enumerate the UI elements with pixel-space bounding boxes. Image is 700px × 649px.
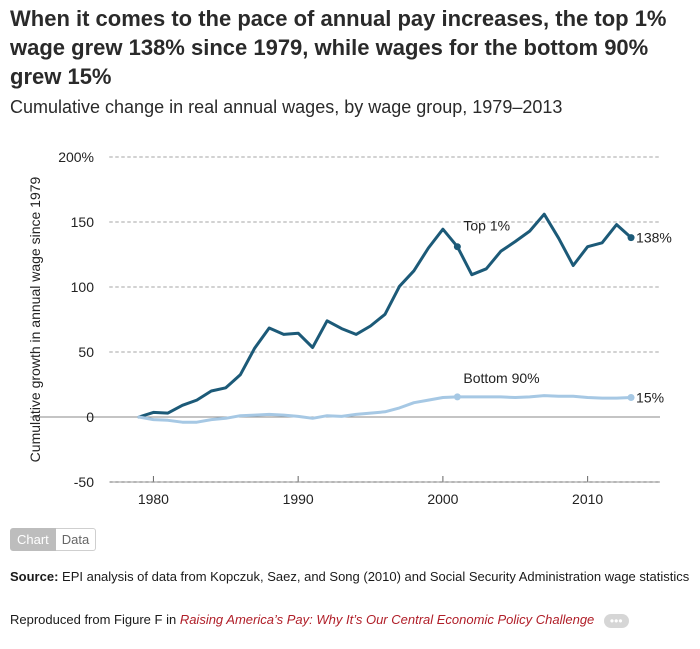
y-tick-label: 100 — [71, 279, 95, 295]
y-tick-label: 50 — [78, 344, 94, 360]
x-tick-label: 2010 — [572, 491, 603, 507]
x-tick-label: 1990 — [283, 491, 314, 507]
x-tick-label: 2000 — [427, 491, 458, 507]
series-end-label: 138% — [636, 230, 672, 246]
repro-prefix: Reproduced from Figure F in — [10, 612, 177, 627]
series-line-top-1 — [137, 212, 633, 419]
chart-title: When it comes to the pace of annual pay … — [10, 6, 667, 89]
x-tick-label: 1980 — [138, 491, 169, 507]
series-end-marker — [627, 234, 635, 242]
series-end-label: 15% — [636, 390, 664, 406]
y-tick-label: 150 — [71, 214, 95, 230]
series-line-bottom-90 — [137, 394, 633, 424]
tab-data[interactable]: Data — [55, 528, 97, 551]
view-tabs: Chart Data — [10, 528, 97, 551]
reproduced-note: Reproduced from Figure F in Raising Amer… — [10, 612, 700, 628]
source-label: Source: — [10, 569, 59, 584]
y-tick-label: 0 — [86, 409, 94, 425]
y-tick-label: -50 — [74, 474, 94, 490]
chart-subtitle: Cumulative change in real annual wages, … — [10, 97, 563, 117]
source-note: Source: EPI analysis of data from Kopczu… — [10, 568, 690, 586]
report-link[interactable]: Raising America’s Pay: Why It’s Our Cent… — [179, 612, 595, 627]
source-text: EPI analysis of data from Kopczuk, Saez,… — [62, 569, 690, 584]
line-chart: 200% 150 100 50 0 -50 1980 1990 2000 2010 Cumulati… — [27, 149, 672, 507]
series-label: Top 1% — [463, 218, 510, 234]
series-end-marker — [627, 394, 635, 401]
more-options-button[interactable]: ••• — [603, 613, 629, 628]
y-axis-label: Cumulative growth in annual wage since 1… — [27, 176, 43, 462]
series-marker — [453, 243, 461, 251]
tab-chart[interactable]: Chart — [10, 528, 56, 551]
series-marker — [453, 393, 461, 401]
y-tick-label: 200% — [58, 149, 94, 165]
series-label: Bottom 90% — [463, 370, 539, 386]
